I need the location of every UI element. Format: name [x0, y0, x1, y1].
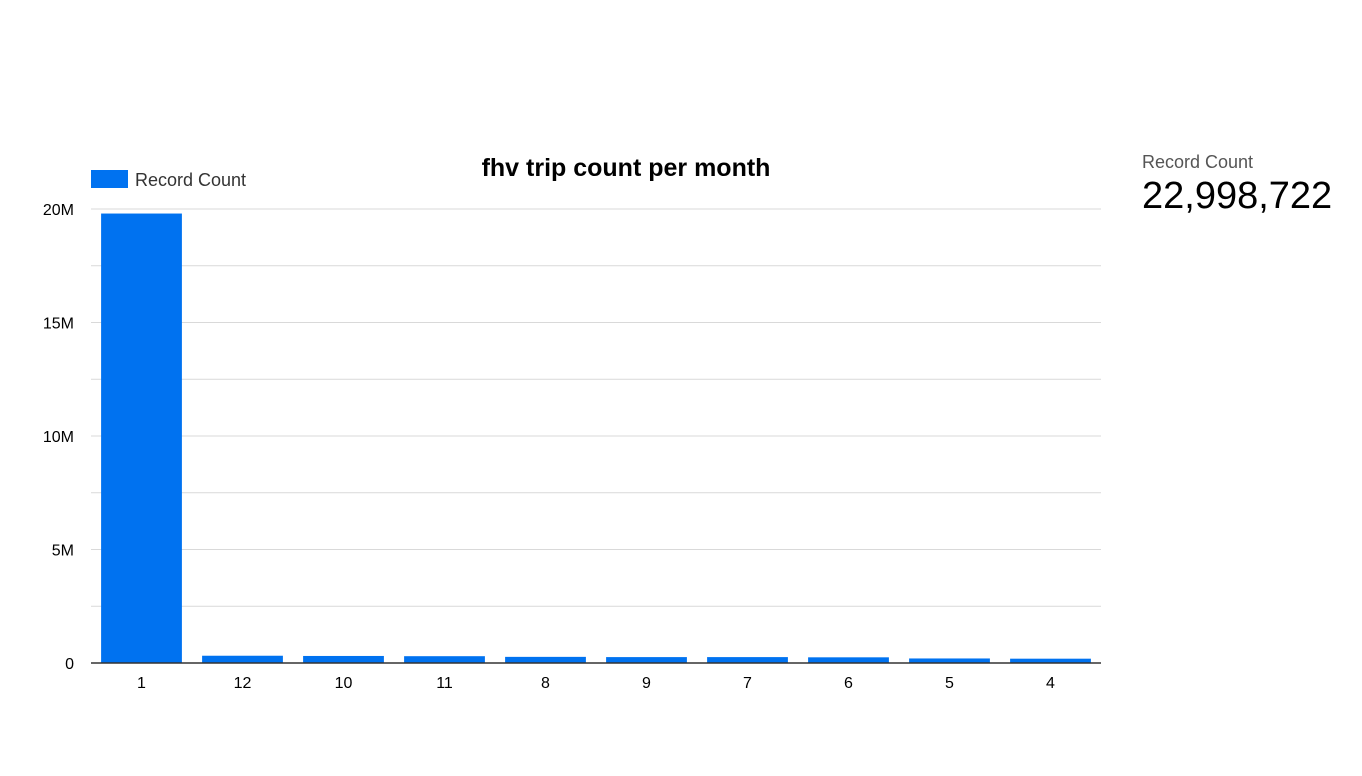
bar[interactable]	[202, 655, 283, 663]
x-tick-label: 10	[335, 675, 353, 692]
y-tick-label: 15M	[43, 316, 74, 333]
bar[interactable]	[303, 655, 384, 663]
bar[interactable]	[909, 658, 990, 663]
bar[interactable]	[404, 656, 485, 663]
scorecard-value: 22,998,722	[1142, 175, 1333, 217]
bar[interactable]	[1010, 658, 1091, 663]
chart-title: fhv trip count per month	[482, 154, 771, 182]
bar[interactable]	[808, 657, 889, 663]
bar[interactable]	[505, 656, 586, 663]
scorecard: Record Count 22,998,722	[1142, 150, 1352, 218]
x-tick-label: 6	[844, 675, 853, 692]
y-tick-label: 10M	[43, 429, 74, 446]
bar[interactable]	[606, 657, 687, 663]
y-tick-label: 20M	[43, 202, 74, 219]
x-tick-label: 9	[642, 675, 651, 692]
legend-swatch	[91, 170, 128, 188]
y-axis-ticks: 0 5M 10M 15M 20M	[43, 202, 74, 673]
legend-label: Record Count	[135, 170, 246, 190]
x-tick-label: 11	[436, 675, 453, 692]
y-tick-label: 0	[65, 656, 74, 673]
x-tick-label: 12	[234, 675, 252, 692]
x-tick-label: 8	[541, 675, 550, 692]
x-axis-ticks: 1 12 10 11 8 9 7 6 5 4	[137, 675, 1055, 692]
bar[interactable]	[707, 657, 788, 663]
x-tick-label: 5	[945, 675, 954, 692]
bar[interactable]	[101, 213, 182, 664]
x-tick-label: 4	[1046, 675, 1055, 692]
legend[interactable]: Record Count	[91, 170, 246, 190]
bars	[101, 213, 1091, 664]
y-tick-label: 5M	[52, 543, 74, 560]
x-tick-label: 1	[137, 675, 146, 692]
gridlines	[91, 208, 1101, 607]
scorecard-label: Record Count	[1142, 152, 1254, 172]
x-tick-label: 7	[743, 675, 752, 692]
